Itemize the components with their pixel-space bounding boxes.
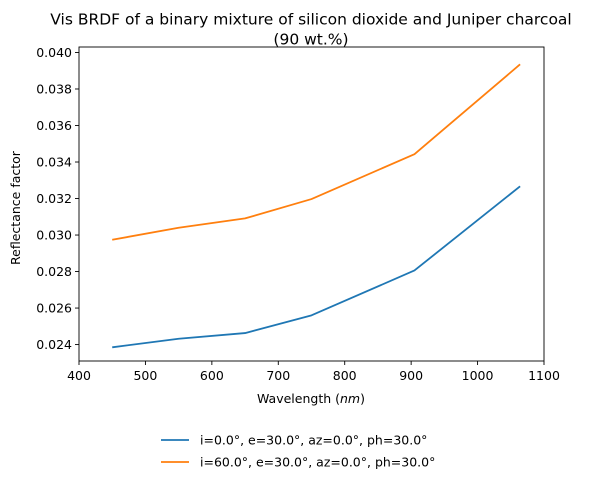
legend-label-series-2: i=60.0°, e=30.0°, az=0.0°, ph=30.0° — [200, 455, 435, 470]
y-axis-label: Reflectance factor — [8, 150, 23, 265]
y-tick-label: 0.034 — [36, 155, 72, 170]
plot-area-frame — [78, 46, 545, 362]
chart-title-line-2: (90 wt.%) — [273, 31, 348, 49]
series-line-1 — [112, 185, 521, 349]
y-tick-label: 0.030 — [36, 228, 72, 243]
y-tick-label: 0.040 — [36, 45, 72, 60]
chart-title-line-1: Vis BRDF of a binary mixture of silicon … — [50, 11, 571, 29]
y-tick-label: 0.024 — [36, 337, 72, 352]
x-tick-label: 700 — [266, 368, 290, 383]
series-line-2 — [112, 63, 521, 241]
x-axis-label: Wavelength (nm) — [257, 391, 365, 406]
x-tick-label: 500 — [133, 368, 157, 383]
legend-label-series-1: i=0.0°, e=30.0°, az=0.0°, ph=30.0° — [200, 433, 427, 448]
legend: i=0.0°, e=30.0°, az=0.0°, ph=30.0° i=60.… — [161, 433, 435, 470]
x-tick-label: 1000 — [462, 368, 494, 383]
x-axis-label-prefix: Wavelength ( — [257, 391, 340, 406]
x-axis-label-unit: nm — [340, 391, 360, 406]
x-tick-label: 900 — [399, 368, 423, 383]
y-tick-label: 0.036 — [36, 118, 72, 133]
x-axis-ticks: 400 500 600 700 800 900 1000 1100 — [67, 361, 560, 383]
y-tick-label: 0.032 — [36, 191, 72, 206]
x-tick-label: 800 — [333, 368, 357, 383]
y-tick-label: 0.028 — [36, 264, 72, 279]
series-lines — [112, 63, 521, 349]
y-tick-label: 0.038 — [36, 81, 72, 96]
x-tick-label: 600 — [200, 368, 224, 383]
x-tick-label: 400 — [67, 368, 91, 383]
y-axis-ticks: 0.024 0.026 0.028 0.030 0.032 0.034 0.036 0.038… — [36, 45, 79, 352]
x-axis-label-suffix: ) — [360, 391, 365, 406]
x-tick-label: 1100 — [528, 368, 560, 383]
y-tick-label: 0.026 — [36, 301, 72, 316]
chart-title: Vis BRDF of a binary mixture of silicon … — [50, 11, 571, 49]
